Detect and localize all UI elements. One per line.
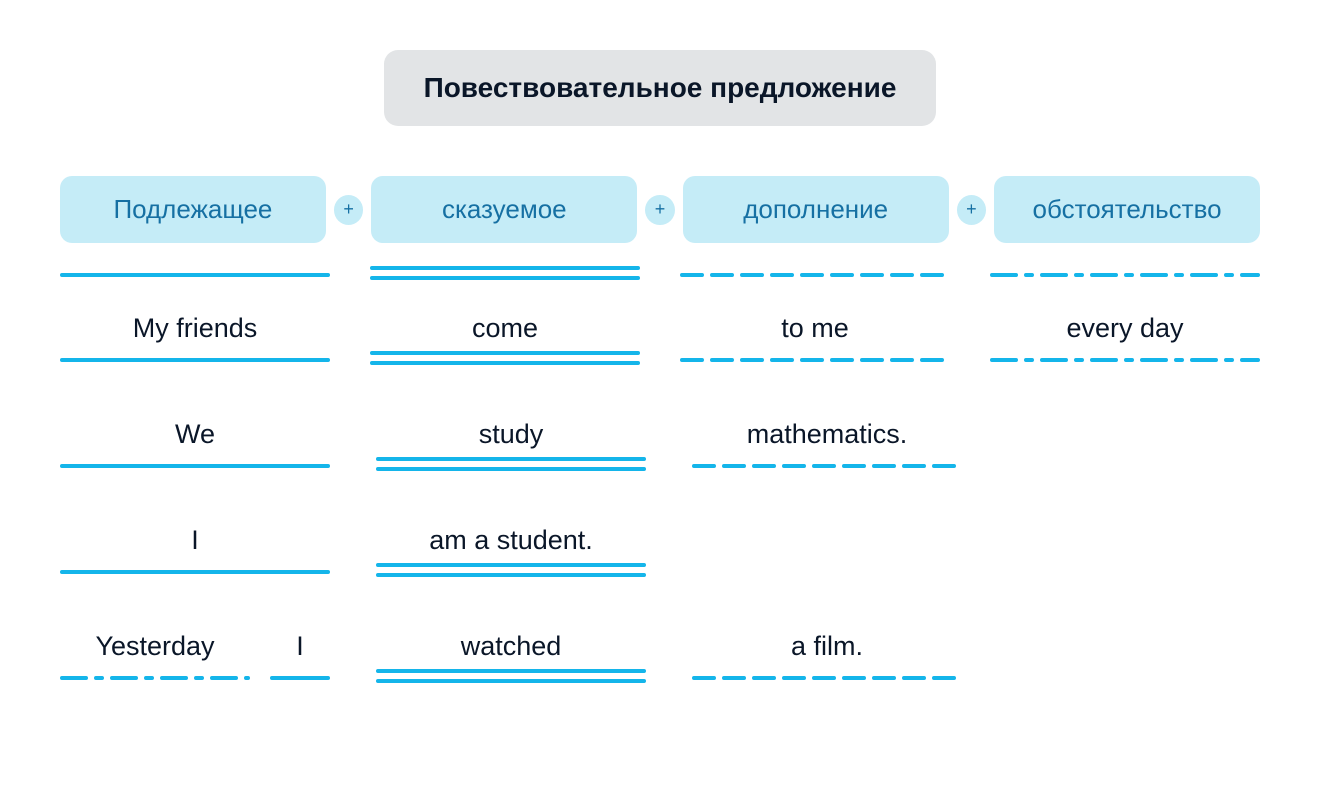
underline <box>376 668 646 689</box>
header-underline <box>60 265 330 285</box>
example-row: My friends come to me every day <box>60 313 1260 391</box>
example-text: I <box>191 525 199 562</box>
part-subject: Подлежащее <box>60 176 326 243</box>
example-cell: to me <box>680 313 950 388</box>
part-object: дополнение <box>683 176 949 243</box>
underline <box>60 456 330 474</box>
example-cell: I <box>270 631 330 706</box>
example-row: We study mathematics. <box>60 419 1260 497</box>
example-cell: We <box>60 419 330 494</box>
example-text: a film. <box>791 631 863 668</box>
example-text: mathematics. <box>747 419 908 456</box>
example-text: every day <box>1066 313 1183 350</box>
split-cell: Yesterday I <box>60 631 330 706</box>
underline <box>376 562 646 583</box>
diagram-title: Повествовательное предложение <box>384 50 937 126</box>
example-cell: My friends <box>60 313 330 388</box>
example-cell: am a student. <box>376 525 646 603</box>
example-text: am a student. <box>429 525 593 562</box>
part-predicate: сказуемое <box>371 176 637 243</box>
part-adverbial: обстоятельство <box>994 176 1260 243</box>
plus-icon: + <box>645 195 675 225</box>
example-row: Iam a student. <box>60 525 1260 603</box>
example-text: We <box>175 419 215 456</box>
example-text: Yesterday <box>95 631 214 668</box>
header-underline <box>680 265 950 285</box>
header-underline <box>370 265 640 285</box>
example-cell: come <box>370 313 640 391</box>
underline <box>60 350 330 368</box>
example-row: Yesterday Iwatched a film. <box>60 631 1260 709</box>
example-cell: every day <box>990 313 1260 388</box>
example-cell: a film. <box>692 631 962 706</box>
underline <box>692 456 962 474</box>
plus-icon: + <box>334 195 364 225</box>
underline <box>270 668 330 686</box>
example-cell: Yesterday <box>60 631 250 706</box>
underline <box>370 350 640 371</box>
underline <box>680 350 950 368</box>
example-text: I <box>296 631 304 668</box>
underline <box>692 668 962 686</box>
example-cell: study <box>376 419 646 497</box>
example-cell: I <box>60 525 330 600</box>
parts-header-row: Подлежащее + сказуемое + дополнение + об… <box>60 176 1260 243</box>
header-underline <box>990 265 1260 285</box>
example-text: to me <box>781 313 849 350</box>
underline <box>60 562 330 580</box>
example-cell: mathematics. <box>692 419 962 494</box>
example-text: My friends <box>133 313 258 350</box>
underline <box>376 456 646 477</box>
underline <box>990 350 1260 368</box>
underline <box>60 668 250 686</box>
example-text: watched <box>461 631 562 668</box>
header-underlines-row <box>60 265 1260 285</box>
example-text: study <box>479 419 544 456</box>
plus-icon: + <box>957 195 987 225</box>
example-text: come <box>472 313 538 350</box>
example-cell: watched <box>376 631 646 709</box>
